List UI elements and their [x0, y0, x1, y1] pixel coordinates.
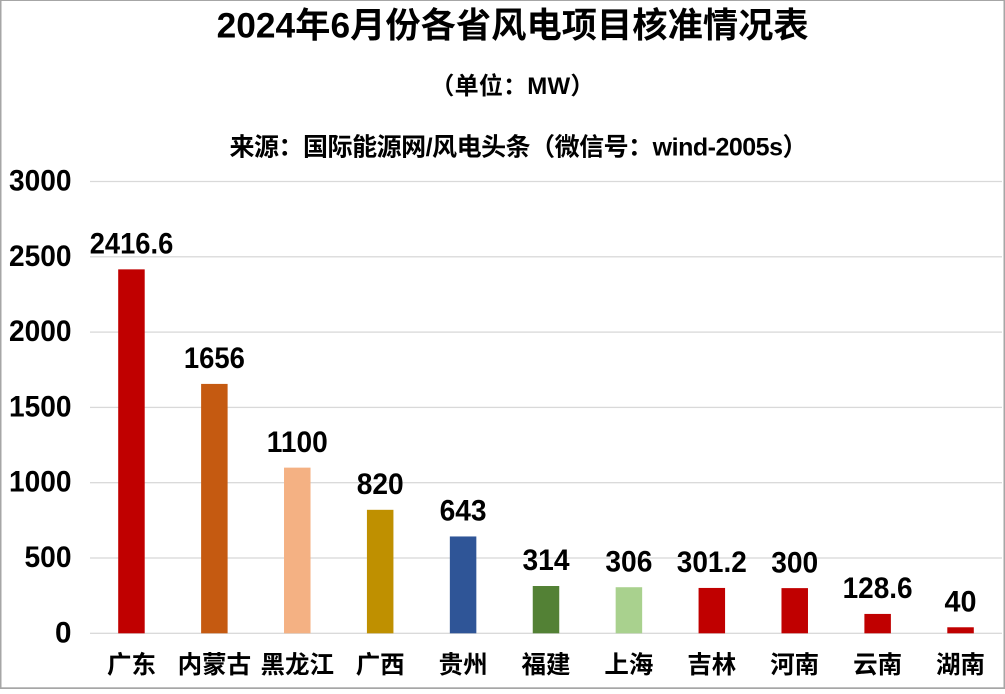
- svg-text:（单位：MW）: （单位：MW）: [430, 72, 594, 100]
- svg-text:3000: 3000: [9, 165, 72, 198]
- svg-text:2500: 2500: [9, 240, 72, 273]
- svg-text:820: 820: [357, 468, 404, 501]
- svg-text:1100: 1100: [267, 426, 328, 459]
- svg-text:643: 643: [440, 495, 487, 528]
- svg-text:广西: 广西: [356, 651, 405, 679]
- svg-text:湖南: 湖南: [936, 651, 985, 679]
- svg-text:内蒙古: 内蒙古: [178, 651, 252, 679]
- svg-text:来源：国际能源网/风电头条（微信号：wind-2005s）: 来源：国际能源网/风电头条（微信号：wind-2005s）: [230, 134, 808, 162]
- svg-text:306: 306: [605, 545, 652, 578]
- svg-text:福建: 福建: [522, 651, 571, 679]
- svg-text:2000: 2000: [9, 315, 72, 348]
- svg-text:301.2: 301.2: [677, 546, 747, 579]
- svg-text:0: 0: [55, 616, 72, 649]
- svg-text:1000: 1000: [9, 466, 72, 499]
- svg-text:吉林: 吉林: [687, 651, 736, 679]
- svg-text:300: 300: [771, 546, 818, 579]
- svg-text:1656: 1656: [184, 342, 245, 375]
- svg-text:314: 314: [523, 544, 571, 577]
- svg-text:128.6: 128.6: [843, 572, 913, 605]
- svg-text:黑龙江: 黑龙江: [261, 651, 335, 679]
- svg-text:2416.6: 2416.6: [90, 228, 174, 261]
- svg-text:1500: 1500: [9, 390, 72, 423]
- svg-text:40: 40: [945, 586, 977, 619]
- svg-text:云南: 云南: [853, 651, 902, 679]
- svg-text:2024年6月份各省风电项目核准情况表: 2024年6月份各省风电项目核准情况表: [217, 7, 809, 46]
- svg-text:河南: 河南: [770, 651, 819, 679]
- svg-text:贵州: 贵州: [439, 651, 488, 679]
- svg-text:500: 500: [25, 541, 72, 574]
- svg-text:广东: 广东: [107, 651, 156, 679]
- svg-text:上海: 上海: [604, 651, 653, 679]
